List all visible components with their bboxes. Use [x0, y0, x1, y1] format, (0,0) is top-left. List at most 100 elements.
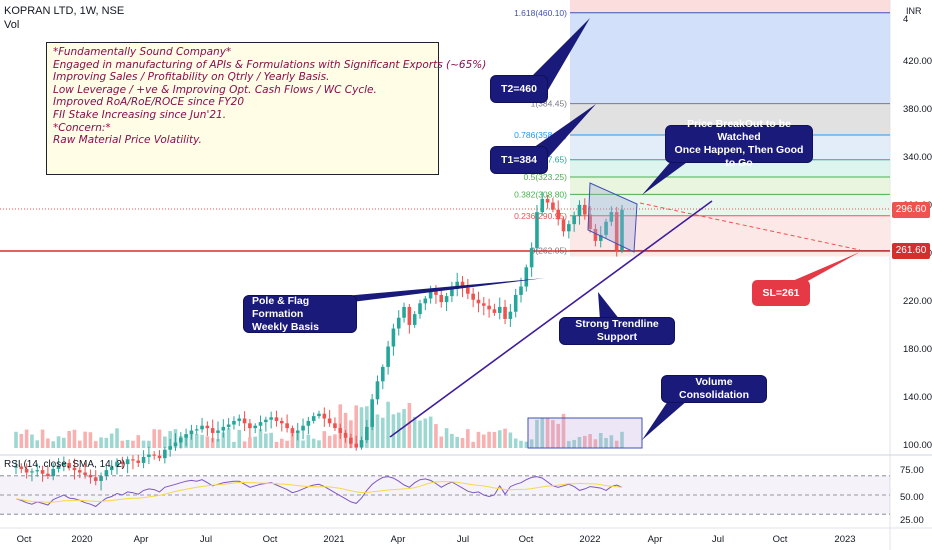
volume-bar — [46, 438, 50, 448]
candle-body — [290, 428, 295, 433]
rsi-level-label: 25.00 — [900, 515, 924, 526]
volume-bar — [35, 440, 40, 448]
rsi-ma-line — [15, 481, 623, 503]
callout-t2[interactable]: T2=460 — [491, 76, 547, 102]
candle-body — [125, 459, 130, 465]
callout-stop-loss-text: SL=261 — [762, 286, 800, 299]
volume-bar — [168, 431, 172, 448]
callout-trendline[interactable]: Strong Trendline Support — [560, 318, 674, 344]
fundamentals-note[interactable]: *Fundamentally Sound Company* Engaged in… — [46, 42, 486, 175]
fib-zone — [570, 177, 890, 195]
candle-body — [301, 425, 305, 431]
volume-bar — [614, 440, 619, 448]
time-axis-tick: 2021 — [323, 534, 344, 545]
candle-body — [194, 429, 199, 431]
callout-breakout[interactable]: Price BreakOut to be Watched Once Happen… — [666, 118, 812, 169]
volume-bar — [258, 429, 263, 448]
volume-bar — [274, 441, 279, 448]
callout-t2-text: T2=460 — [501, 82, 537, 95]
candle-body — [359, 440, 364, 448]
volume-bar — [455, 436, 460, 448]
candle-body — [476, 299, 481, 304]
candle-body — [386, 346, 390, 367]
candle-body — [232, 420, 236, 425]
candle-body — [439, 294, 444, 303]
volume-bar — [503, 428, 507, 448]
candle-body — [77, 470, 82, 473]
volume-bar — [184, 434, 188, 448]
callout-stop-loss[interactable]: SL=261 — [752, 280, 810, 306]
symbol-title: KOPRAN LTD, 1W, NSE — [4, 5, 125, 17]
volume-bar — [604, 438, 608, 448]
candle-body — [396, 317, 401, 329]
candle-body — [572, 215, 576, 225]
volume-bar — [285, 440, 289, 448]
candle-body — [24, 468, 29, 473]
candle-body — [226, 424, 231, 427]
candle-body — [178, 437, 183, 443]
callout-pointer — [598, 292, 620, 320]
candle-body — [407, 306, 412, 325]
volume-bar — [290, 431, 295, 448]
volume-bar — [77, 440, 82, 448]
candle-body — [295, 430, 300, 433]
projection-line — [639, 202, 861, 251]
candle-body — [582, 204, 587, 215]
candle-body — [115, 461, 119, 467]
volume-bar — [210, 437, 215, 448]
candle-body — [99, 476, 103, 481]
time-axis-tick: Apr — [648, 534, 663, 545]
candle-body — [481, 303, 486, 306]
volume-bar — [109, 433, 114, 448]
volume-bar — [545, 417, 550, 448]
volume-bar — [508, 432, 513, 448]
rsi-line — [15, 476, 623, 508]
callout-pointer — [642, 160, 690, 195]
volume-bar — [200, 434, 204, 448]
volume-bar — [567, 441, 571, 448]
currency-label: INR — [906, 6, 922, 16]
candle-body — [109, 466, 114, 471]
callout-breakout-line: Once Happen, Then Good to Go — [674, 144, 804, 169]
price-axis-tick: 220.00 — [903, 296, 932, 307]
time-axis-tick: Oct — [773, 534, 788, 545]
volume-bar — [24, 429, 29, 448]
fib-zone — [570, 194, 890, 216]
candle-body — [535, 212, 539, 249]
price-axis-tick-top: 4 — [903, 14, 908, 25]
candle-body — [279, 420, 284, 424]
volume-bar — [402, 409, 406, 448]
candle-body — [83, 472, 87, 475]
callout-volume[interactable]: Volume Consolidation — [662, 376, 766, 402]
candle-body — [285, 423, 289, 429]
volume-bar — [14, 431, 18, 448]
fib-level-label: 1.618(460.10) — [514, 8, 567, 18]
candle-body — [253, 425, 258, 429]
volume-bar — [226, 428, 231, 448]
current-price-tag: 296.60 — [892, 202, 930, 218]
candle-body — [258, 422, 263, 426]
volume-bar — [365, 406, 369, 448]
volume-bar — [354, 405, 359, 448]
callout-trendline-text: Strong Trendline Support — [575, 318, 659, 343]
candle-body — [163, 449, 167, 459]
volume-bar — [157, 429, 162, 448]
volume-bar — [311, 438, 316, 448]
callout-pole-flag[interactable]: Pole & Flag Formation Weekly Basis — [244, 295, 356, 333]
flag-channel — [587, 182, 638, 253]
callout-t1[interactable]: T1=384 — [491, 147, 547, 173]
volume-bar — [242, 441, 247, 448]
volume-bar — [221, 432, 226, 448]
candle-body — [311, 416, 316, 421]
candle-body — [120, 461, 125, 465]
volume-bar — [434, 424, 438, 448]
volume-bar — [423, 418, 428, 448]
candle-body — [412, 314, 417, 325]
candle-body — [35, 470, 40, 472]
volume-bar — [391, 414, 396, 448]
fib-zone — [570, 159, 890, 178]
candle-body — [51, 468, 56, 477]
candle-body — [152, 454, 157, 456]
candle-body — [216, 430, 220, 433]
volume-bar — [295, 433, 300, 448]
